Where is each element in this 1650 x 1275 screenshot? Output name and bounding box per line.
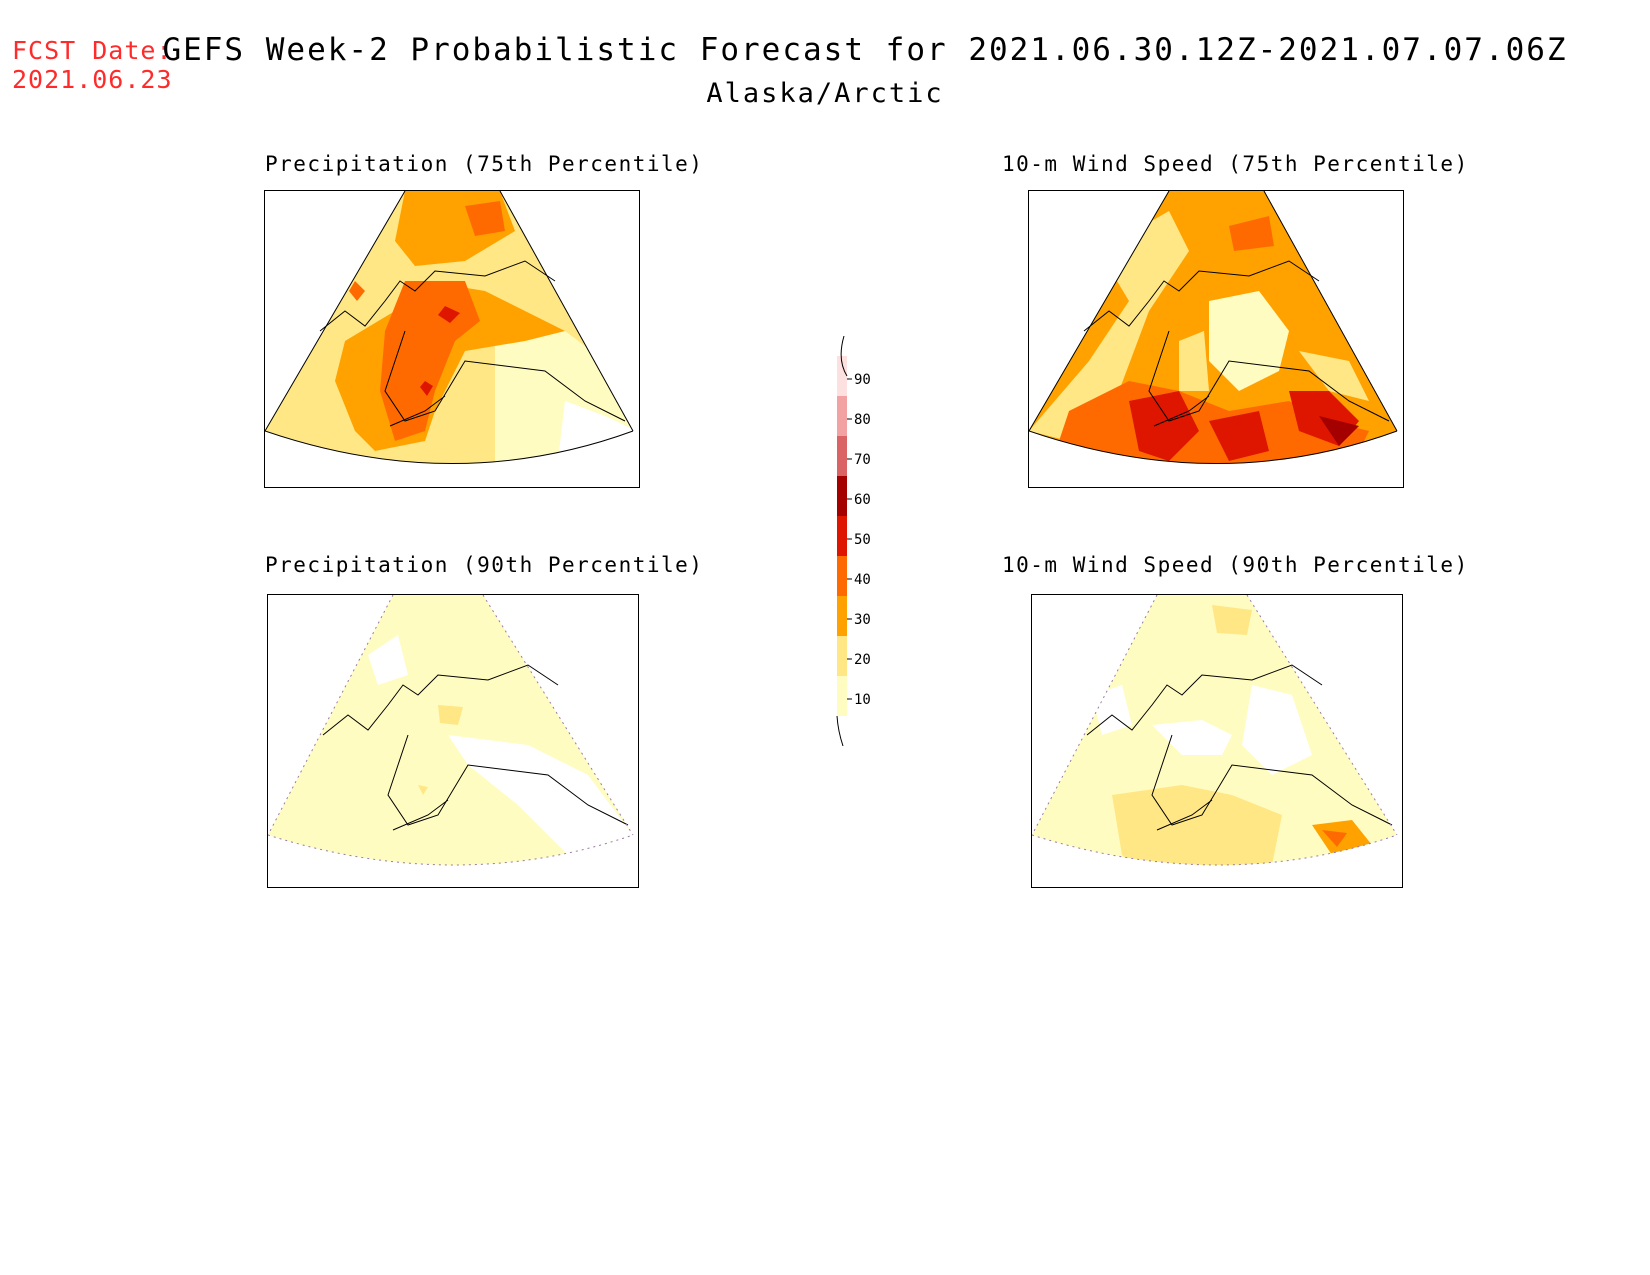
legend-label-20: 20 [854,652,871,668]
legend-swatch-90 [837,356,847,396]
panel-title-precip-75: Precipitation (75th Percentile) [265,152,704,176]
legend-swatch-10 [837,676,847,716]
legend-label-90: 90 [854,372,871,388]
legend-swatch-40 [837,556,847,596]
map-wind-90 [1031,594,1403,888]
legend-swatch-20 [837,636,847,676]
legend-bottom-tail [836,715,844,746]
legend-label-40: 40 [854,572,871,588]
panel-title-wind-90: 10-m Wind Speed (90th Percentile) [1002,553,1469,577]
legend-top-tail [840,336,848,377]
legend-label-30: 30 [854,612,871,628]
legend-swatch-50 [837,516,847,556]
page-title: GEFS Week-2 Probabilistic Forecast for 2… [162,32,1568,68]
legend-swatch-60 [837,476,847,516]
legend-label-80: 80 [854,412,871,428]
fcst-date: 2021.06.23 [12,65,173,94]
fcst-label: FCST Date: [12,36,173,65]
panel-title-precip-90: Precipitation (90th Percentile) [265,553,704,577]
panel-title-wind-75: 10-m Wind Speed (75th Percentile) [1002,152,1469,176]
map-wind-75 [1028,190,1404,488]
legend-label-10: 10 [854,692,871,708]
legend-label-70: 70 [854,452,871,468]
map-precip-90 [267,594,639,888]
map-precip-75 [264,190,640,488]
legend-swatch-30 [837,596,847,636]
legend-label-60: 60 [854,492,871,508]
page-subtitle: Alaska/Arctic [706,78,944,109]
forecast-date-label: FCST Date: 2021.06.23 [12,36,173,94]
color-legend: 10 20 30 40 50 60 70 80 90 [836,336,871,746]
legend-label-50: 50 [854,532,871,548]
legend-swatch-70 [837,436,847,476]
legend-swatch-80 [837,396,847,436]
